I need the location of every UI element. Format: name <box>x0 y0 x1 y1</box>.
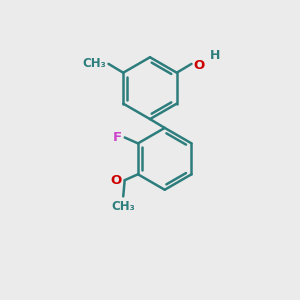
Text: F: F <box>112 131 122 144</box>
Text: O: O <box>194 59 205 72</box>
Text: O: O <box>110 174 122 187</box>
Text: H: H <box>210 49 220 62</box>
Text: CH₃: CH₃ <box>82 57 106 70</box>
Text: CH₃: CH₃ <box>111 200 135 213</box>
